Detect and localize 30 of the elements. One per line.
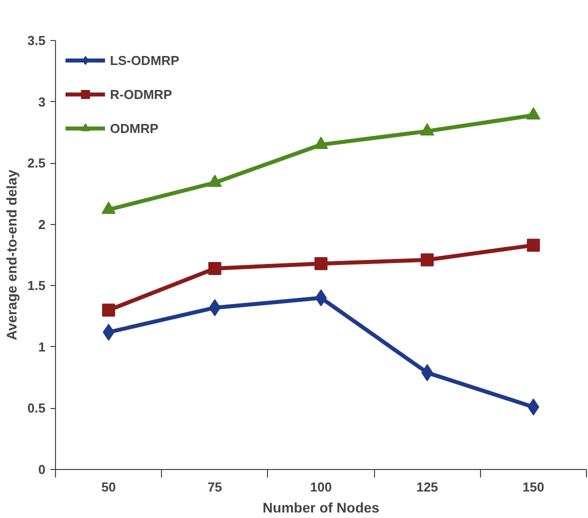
point: [314, 257, 328, 270]
y-tick-label: 0: [38, 462, 46, 477]
legend-label: ODMRP: [110, 120, 158, 136]
point: [420, 123, 434, 136]
x-tick-label: 50: [101, 480, 116, 494]
point: [208, 174, 222, 187]
y-tick-label: 0.5: [27, 400, 46, 416]
legend-label: R-ODMRP: [110, 86, 172, 102]
y-tick-label: 1.5: [27, 278, 46, 294]
point: [526, 238, 540, 252]
x-tick-label: 125: [416, 480, 438, 494]
x-tick-label: 75: [208, 480, 222, 494]
y-tick-label: 3.5: [27, 33, 46, 48]
x-tick-label: 150: [522, 480, 544, 494]
x-axis-title: Number of Nodes: [262, 500, 380, 516]
y-axis-title: Average end-to-end delay: [3, 169, 20, 340]
point: [526, 107, 540, 120]
point: [421, 364, 434, 382]
legend-label: LS-ODMRP: [110, 52, 180, 68]
y-tick-label: 2: [38, 216, 46, 232]
point: [102, 304, 116, 317]
point: [208, 299, 221, 316]
y-tick-label: 3: [38, 94, 46, 110]
point: [314, 136, 328, 149]
x-tick-label: 100: [310, 480, 332, 494]
y-tick-label: 1: [38, 339, 46, 354]
point: [208, 262, 222, 275]
y-tick-label: 2.5: [27, 156, 46, 171]
point: [102, 202, 116, 214]
point: [420, 253, 434, 266]
